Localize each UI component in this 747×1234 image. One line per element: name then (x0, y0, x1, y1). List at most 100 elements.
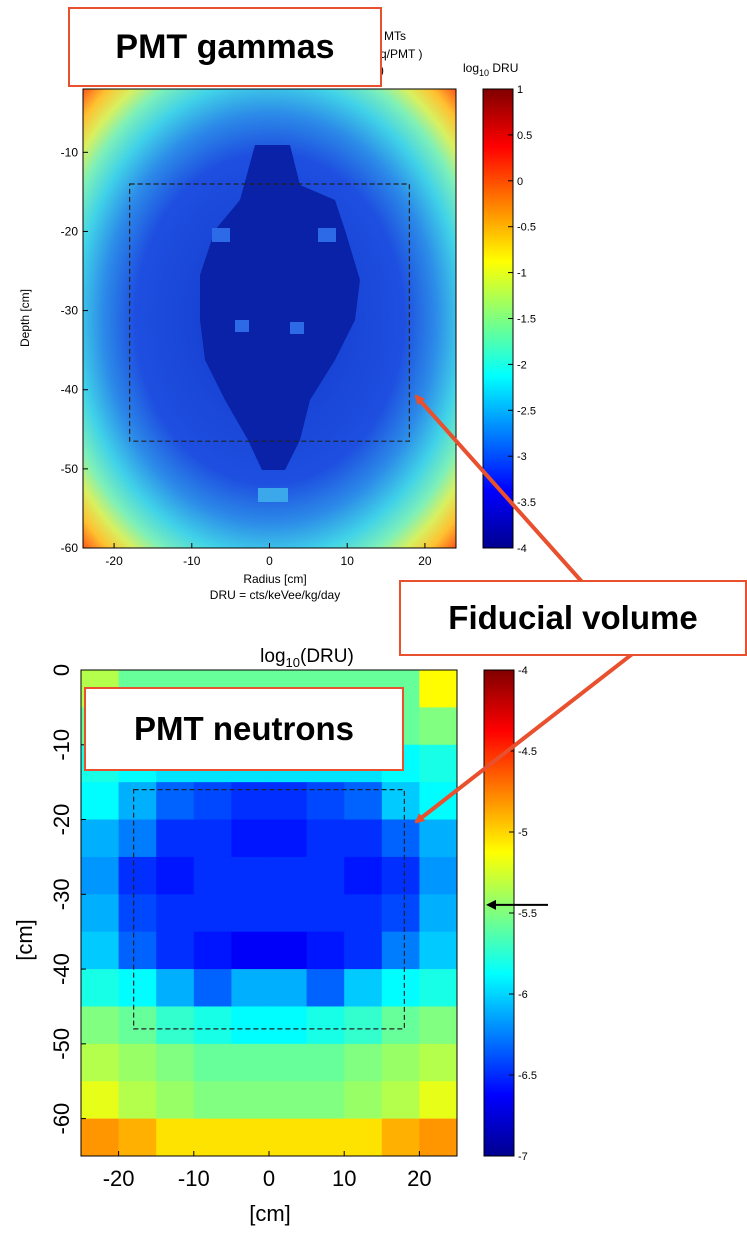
heatmap-cell (156, 969, 195, 1007)
top-colorbar-tick-label: -3.5 (517, 497, 536, 509)
heatmap-cell (419, 856, 458, 895)
heatmap-cell (306, 782, 345, 821)
top-colorbar-tick-label: -3 (517, 451, 527, 463)
top-colorbar-tick-label: -4 (517, 543, 527, 555)
heatmap-cell (381, 969, 420, 1007)
top-title-fragment-3: ) (380, 63, 384, 77)
heatmap-cell (306, 856, 345, 895)
heatmap-cell (118, 1043, 157, 1082)
heatmap-cell (381, 856, 420, 895)
top-colorbar-label: log10 DRU (463, 61, 518, 78)
heatmap-cell (306, 931, 345, 970)
bottom-colorbar-ticks: -4 -4.5 -5 -5.5 -6 -6.5 -7 (509, 665, 537, 1163)
bottom-colorbar-tick-label: -7 (518, 1151, 528, 1163)
heatmap-cell (81, 1118, 120, 1157)
heatmap-cell (118, 1118, 157, 1157)
heatmap-cell (344, 931, 383, 970)
bottom-y-tick-label: -50 (49, 1028, 74, 1060)
bottom-colorbar-marker (486, 899, 548, 910)
heatmap-cell (344, 969, 383, 1007)
heatmap-cell (118, 969, 157, 1007)
top-x-axis-label: Radius [cm] (243, 572, 306, 586)
heatmap-cell (193, 969, 232, 1007)
bottom-title: log10(DRU) (260, 646, 354, 670)
heatmap-cell (81, 856, 120, 895)
heatmap-cell (344, 782, 383, 821)
top-heatmap-core (200, 145, 360, 470)
top-colorbar-tick-label: 1 (517, 84, 523, 96)
heatmap-cell (344, 856, 383, 895)
heatmap-cell (306, 1006, 345, 1045)
heatmap-cell (231, 856, 270, 895)
top-x-tick-label: 20 (418, 554, 432, 568)
top-y-tick-label: -60 (61, 541, 79, 555)
heatmap-cell (81, 782, 120, 821)
top-heatmap-spot (212, 228, 230, 242)
bottom-colorbar-tick-label: -5 (518, 827, 528, 839)
heatmap-cell (81, 1081, 120, 1120)
heatmap-cell (306, 894, 345, 933)
heatmap-cell (381, 1006, 420, 1045)
heatmap-cell (156, 894, 195, 933)
heatmap-cell (269, 1118, 308, 1157)
heatmap-cell (269, 1006, 308, 1045)
bottom-colorbar-tick-label: -4 (518, 665, 528, 677)
heatmap-cell (344, 1043, 383, 1082)
colorbar-arrow-head (486, 899, 496, 910)
heatmap-cell (193, 1043, 232, 1082)
heatmap-cell (419, 1006, 458, 1045)
top-x-tick-label: 10 (341, 554, 355, 568)
top-colorbar-tick-label: 0 (517, 176, 523, 188)
bottom-colorbar-tick-label: -6.5 (518, 1070, 537, 1082)
bottom-x-axis-label: [cm] (249, 1201, 291, 1226)
heatmap-cell (344, 1081, 383, 1120)
bottom-x-tick-label: 20 (407, 1166, 431, 1191)
top-colorbar-label-tail: DRU (489, 61, 518, 75)
heatmap-cell (81, 1006, 120, 1045)
heatmap-cell (344, 894, 383, 933)
heatmap-cell (231, 819, 270, 858)
bottom-x-tick-label: 0 (263, 1166, 275, 1191)
bottom-x-ticks: -20 -10 0 10 20 (103, 1151, 432, 1191)
heatmap-cell (381, 1043, 420, 1082)
heatmap-cell (306, 1081, 345, 1120)
heatmap-cell (419, 670, 458, 708)
top-heatmap-spot (318, 228, 336, 242)
top-x-tick-label: 0 (266, 554, 273, 568)
bottom-x-tick-label: -20 (103, 1166, 135, 1191)
bottom-fiducial-rect (133, 789, 405, 1030)
heatmap-cell (419, 707, 458, 746)
top-y-tick-label: -40 (61, 383, 79, 397)
top-heatmap-spot (258, 488, 288, 502)
bottom-y-axis-label: [cm] (12, 919, 37, 961)
heatmap-cell (381, 1118, 420, 1157)
bottom-colorbar-tick-label: -5.5 (518, 908, 537, 920)
bottom-y-tick-label: -40 (49, 953, 74, 985)
heatmap-cell (193, 931, 232, 970)
heatmap-cell (81, 931, 120, 970)
heatmap-cell (306, 969, 345, 1007)
top-colorbar-tick-label: -1.5 (517, 314, 536, 326)
top-colorbar-ticks: 1 0.5 0 -0.5 -1 -1.5 -2 -2.5 -3 -3.5 -4 (508, 84, 536, 555)
heatmap-cell (381, 1081, 420, 1120)
top-fiducial-rect (129, 183, 410, 442)
top-fiducial-box (129, 183, 410, 442)
top-y-tick-label: -50 (61, 462, 79, 476)
heatmap-cell (419, 969, 458, 1007)
top-title-fragments: MTs q/PMT ) ) (380, 29, 422, 77)
heatmap-cell (118, 894, 157, 933)
top-title-fragment-2: q/PMT ) (380, 47, 422, 61)
heatmap-cell (156, 1043, 195, 1082)
heatmap-cell (269, 931, 308, 970)
heatmap-cell (156, 1118, 195, 1157)
bottom-y-tick-label: -30 (49, 878, 74, 910)
bottom-x-tick-label: 10 (332, 1166, 356, 1191)
heatmap-cell (231, 1118, 270, 1157)
heatmap-cell (381, 931, 420, 970)
top-heatmap-blobs (200, 145, 360, 502)
top-colorbar-tick-label: 0.5 (517, 130, 532, 142)
heatmap-cell (156, 1006, 195, 1045)
heatmap-cell (231, 782, 270, 821)
top-heatmap-spot (235, 320, 249, 332)
heatmap-cell (419, 894, 458, 933)
